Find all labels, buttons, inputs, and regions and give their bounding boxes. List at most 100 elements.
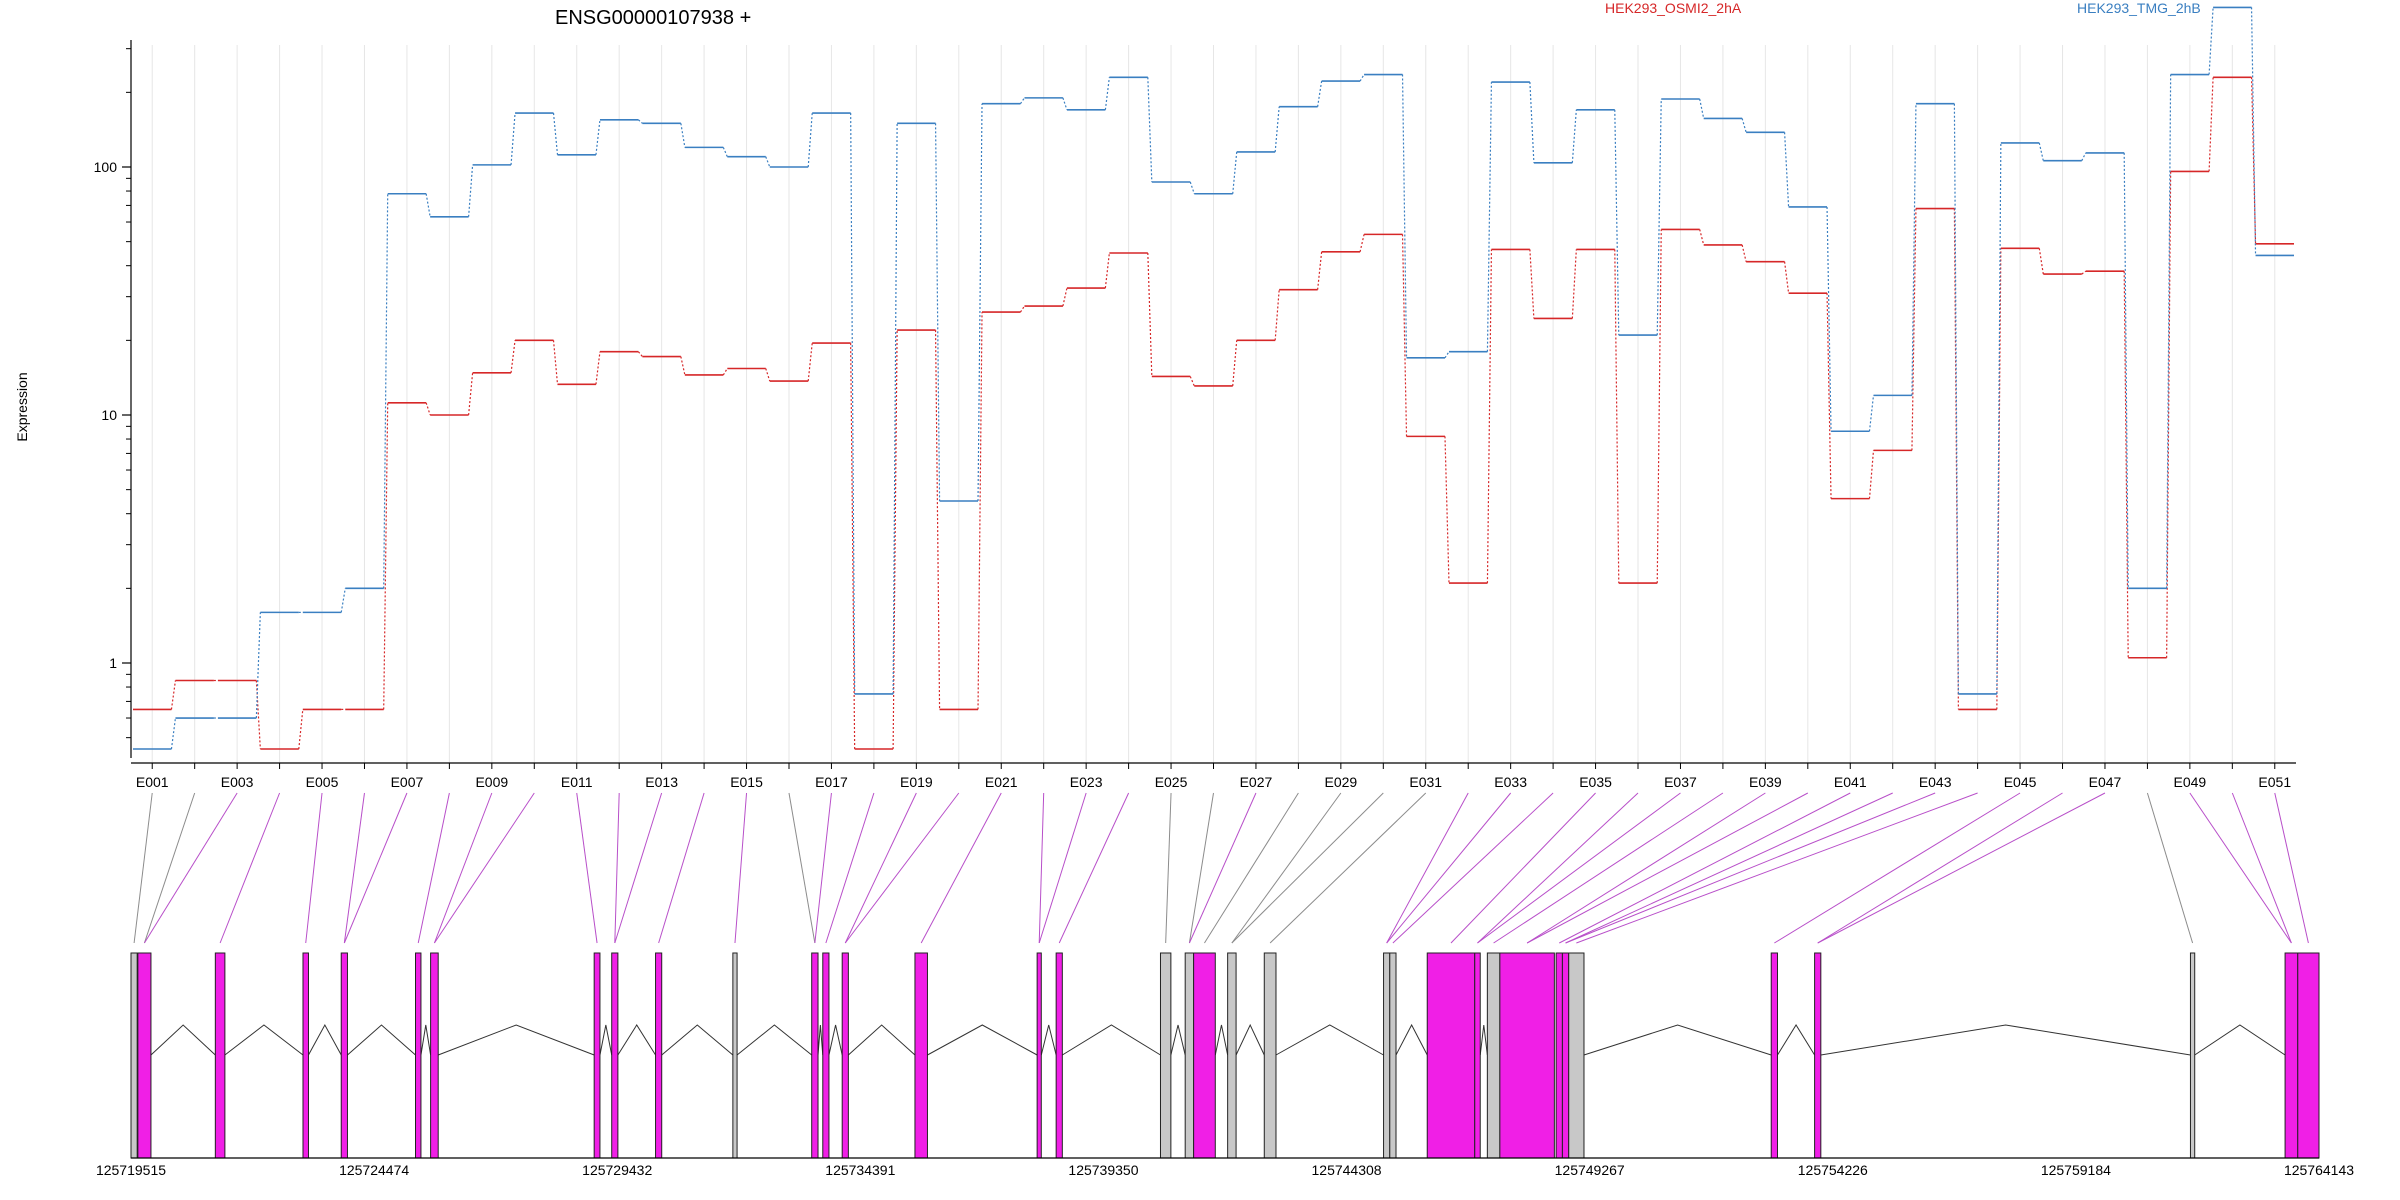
intron-line [848, 1024, 916, 1056]
x-tick-label: E047 [2089, 774, 2122, 790]
coordinate-label: 125724474 [339, 1162, 409, 1178]
series-connector [298, 709, 304, 750]
exon-connector [814, 792, 832, 944]
series-connector [595, 351, 601, 385]
exon-connector [1450, 792, 1596, 944]
intron-line [1820, 1024, 2191, 1056]
exon-connector [1269, 792, 1427, 944]
series-connector [1699, 229, 1705, 246]
exon-block [1561, 952, 1570, 1159]
exon-connector [844, 792, 960, 944]
intron-line [1214, 1024, 1229, 1056]
intron-line [1235, 1023, 1265, 1056]
series-connector [1104, 77, 1110, 110]
series-layer [133, 6, 2294, 750]
series-connector [1274, 289, 1280, 341]
series-connector [170, 680, 177, 710]
x-tick-label: E015 [730, 774, 763, 790]
series-connector [892, 123, 898, 694]
exon-connector [1386, 792, 1512, 944]
intron-line [661, 1024, 734, 1056]
exon-block [1184, 952, 1195, 1159]
exon-connector [1188, 792, 1257, 944]
series-connector [680, 123, 686, 148]
series-connector [170, 717, 177, 750]
series-connector [1359, 234, 1365, 252]
series-connector [1699, 98, 1705, 119]
exon-block [1389, 952, 1397, 1159]
series-connector [1783, 132, 1790, 207]
series-connector [1571, 249, 1577, 319]
x-tick-label: E029 [1325, 774, 1358, 790]
exon-connector [1188, 792, 1214, 944]
legend-entry-tmg: HEK293_TMG_2hB [2077, 0, 2201, 16]
exon-block [2297, 952, 2320, 1159]
exon-connector [1559, 792, 1851, 944]
series-connector [765, 368, 771, 382]
x-tick-label: E003 [221, 774, 254, 790]
exon-connector [614, 792, 620, 944]
series-connector [722, 368, 728, 376]
series-connector [2081, 152, 2087, 161]
series-connector [468, 164, 474, 217]
series-connector [340, 588, 346, 613]
series-connector [1571, 109, 1577, 163]
series-connector [1741, 118, 1747, 133]
exon-connector [343, 792, 365, 944]
series-connector [1486, 82, 1493, 352]
exon-connector [417, 792, 450, 944]
coordinate-label: 125734391 [825, 1162, 895, 1178]
exon-connector [1058, 792, 1130, 944]
x-tick-label: E021 [985, 774, 1018, 790]
series-connector [255, 680, 261, 750]
exon-connector [1774, 792, 2021, 944]
intron-line [828, 1024, 843, 1056]
series-connector [1274, 106, 1280, 152]
series-connector [1359, 74, 1365, 82]
x-tick-label: E051 [2258, 774, 2291, 790]
series-connector [1147, 77, 1153, 183]
exon-block [1055, 952, 1063, 1159]
exon-connectors [133, 792, 2309, 944]
series-connector [1656, 98, 1662, 336]
exon-connector [825, 792, 875, 944]
exon-connector [143, 792, 238, 944]
series-connector [1062, 97, 1068, 111]
exon-block [593, 952, 601, 1159]
series-connector [1953, 208, 1959, 710]
series-connector [1317, 81, 1323, 107]
exon-block [1036, 952, 1042, 1159]
series-connector [807, 113, 813, 168]
intron-line [347, 1024, 416, 1056]
exon-block [1486, 952, 1501, 1159]
series-connector [1019, 97, 1025, 105]
exon-block [1474, 952, 1481, 1159]
intron-line [736, 1024, 813, 1056]
series-connector [1911, 103, 1917, 396]
y-tick-label: 10 [101, 407, 117, 423]
coordinate-label: 125719515 [96, 1162, 166, 1178]
intron-line [599, 1024, 613, 1056]
grid-lines [151, 45, 2276, 763]
coordinate-label: 125759184 [2041, 1162, 2111, 1178]
gene-model-track: 125719515 125724474 125729432 125734391 1257… [96, 952, 2354, 1178]
exon-connector [1231, 792, 1342, 944]
intron-line [2194, 1024, 2286, 1056]
exon-connector [658, 792, 705, 944]
x-tick-label: E031 [1409, 774, 1442, 790]
exon-block [130, 952, 138, 1159]
exon-connector [1477, 792, 1681, 944]
exon-block [137, 952, 152, 1159]
exon-connector [614, 792, 663, 944]
x-tick-label: E009 [475, 774, 508, 790]
series-connector [1783, 261, 1790, 294]
x-tick-label: E017 [815, 774, 848, 790]
exon-block [415, 952, 422, 1159]
coordinate-label: 125754226 [1798, 1162, 1868, 1178]
exon-connector [1165, 792, 1172, 944]
series-connector [1656, 229, 1662, 584]
intron-line [1062, 1024, 1161, 1056]
exon-block [1499, 952, 1555, 1159]
exon-connector [1526, 792, 1766, 944]
exon-block [1426, 952, 1476, 1159]
